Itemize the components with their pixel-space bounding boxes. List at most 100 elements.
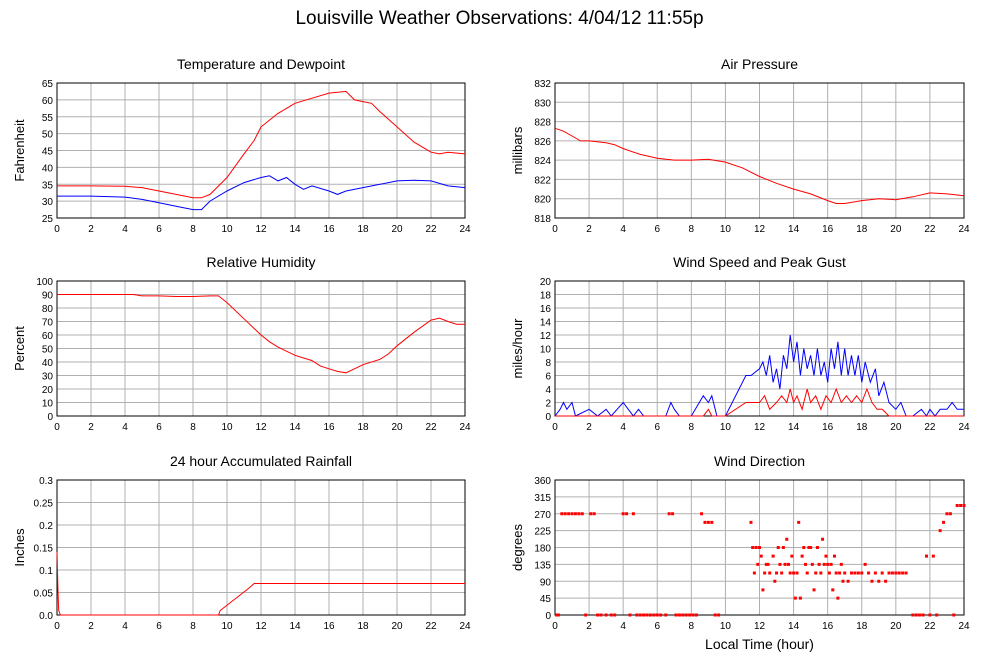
data-point — [877, 579, 881, 583]
x-tick-label: 24 — [459, 621, 471, 632]
data-point — [688, 613, 692, 617]
x-tick-label: 4 — [122, 224, 128, 235]
panel-title: Air Pressure — [721, 56, 798, 72]
data-point — [860, 571, 864, 575]
y-tick-label: 6 — [545, 372, 551, 383]
data-point — [635, 613, 639, 617]
panel-title: 24 hour Accumulated Rainfall — [170, 453, 352, 469]
x-axis-label: Local Time (hour) — [705, 636, 814, 652]
data-point — [901, 571, 905, 575]
x-tick-label: 8 — [190, 224, 196, 235]
data-point — [677, 613, 681, 617]
x-tick-label: 22 — [924, 621, 936, 632]
y-tick-label: 0 — [545, 611, 551, 622]
data-point — [684, 613, 688, 617]
x-tick-label: 0 — [54, 621, 60, 632]
x-tick-label: 16 — [822, 224, 834, 235]
data-point — [795, 571, 799, 575]
y-tick-label: 10 — [540, 345, 552, 356]
x-tick-label: 18 — [357, 422, 369, 433]
data-point — [836, 596, 840, 600]
x-tick-label: 14 — [289, 224, 301, 235]
data-point — [556, 613, 560, 617]
y-tick-label: 0.25 — [34, 499, 54, 510]
data-point — [814, 571, 818, 575]
data-point — [856, 571, 860, 575]
y-tick-label: 65 — [42, 79, 54, 90]
data-point — [785, 537, 789, 541]
data-point — [599, 613, 603, 617]
x-tick-label: 12 — [754, 224, 766, 235]
y-tick-label: 270 — [534, 510, 551, 521]
x-tick-label: 22 — [425, 224, 437, 235]
x-tick-label: 2 — [586, 422, 592, 433]
y-tick-label: 70 — [42, 318, 54, 329]
x-tick-label: 2 — [586, 224, 592, 235]
x-tick-label: 6 — [156, 224, 162, 235]
data-point — [570, 512, 574, 516]
x-tick-label: 10 — [720, 422, 732, 433]
y-tick-label: 14 — [540, 318, 552, 329]
data-point — [652, 613, 656, 617]
y-tick-label: 60 — [42, 331, 54, 342]
data-point — [807, 546, 811, 549]
data-point — [751, 546, 755, 549]
x-tick-label: 6 — [654, 621, 660, 632]
x-tick-label: 16 — [822, 621, 834, 632]
data-point — [827, 571, 831, 575]
data-point — [914, 613, 918, 617]
x-tick-label: 24 — [459, 224, 471, 235]
x-tick-label: 20 — [890, 621, 902, 632]
y-tick-label: 135 — [534, 560, 551, 571]
data-point — [691, 613, 695, 617]
data-point — [555, 613, 559, 617]
data-point — [863, 562, 867, 566]
data-point — [681, 613, 685, 617]
series-line — [57, 175, 466, 211]
panel-title: Wind Speed and Peak Gust — [673, 254, 846, 270]
y-tick-label: 100 — [36, 277, 53, 288]
data-point — [776, 546, 780, 549]
series-line — [554, 127, 965, 204]
data-point — [621, 512, 625, 516]
data-point — [768, 571, 772, 575]
data-point — [589, 512, 593, 516]
data-point — [609, 613, 613, 617]
data-point — [853, 571, 857, 575]
x-tick-label: 6 — [156, 422, 162, 433]
y-tick-label: 8 — [545, 358, 551, 369]
data-point — [959, 504, 963, 507]
y-tick-label: 0.1 — [39, 566, 53, 577]
x-tick-label: 0 — [54, 422, 60, 433]
y-tick-label: 90 — [540, 577, 552, 588]
y-tick-label: 0 — [545, 412, 551, 423]
y-tick-label: 0.05 — [34, 589, 54, 600]
y-tick-label: 0.3 — [39, 476, 53, 487]
x-tick-label: 4 — [122, 422, 128, 433]
y-tick-label: 18 — [540, 291, 552, 302]
data-point — [700, 512, 704, 516]
data-point — [584, 613, 588, 617]
data-point — [850, 571, 854, 575]
data-point — [671, 512, 675, 516]
data-point — [841, 579, 845, 583]
data-point — [596, 613, 600, 617]
data-point — [821, 537, 825, 541]
y-tick-label: 824 — [534, 156, 551, 167]
series-line — [56, 551, 465, 616]
y-axis-label: Inches — [12, 528, 27, 567]
y-axis-label: Fahrenheit — [12, 119, 27, 182]
data-point — [831, 588, 835, 592]
y-tick-label: 0.15 — [34, 544, 54, 555]
data-point — [890, 571, 894, 575]
x-tick-label: 20 — [890, 224, 902, 235]
x-tick-label: 24 — [958, 621, 970, 632]
plot-frame — [554, 479, 965, 616]
data-point — [580, 512, 584, 516]
data-point — [783, 562, 787, 566]
data-point — [567, 512, 571, 516]
x-tick-label: 20 — [391, 422, 403, 433]
y-tick-label: 25 — [42, 214, 54, 225]
data-point — [798, 596, 802, 600]
data-point — [771, 554, 775, 558]
